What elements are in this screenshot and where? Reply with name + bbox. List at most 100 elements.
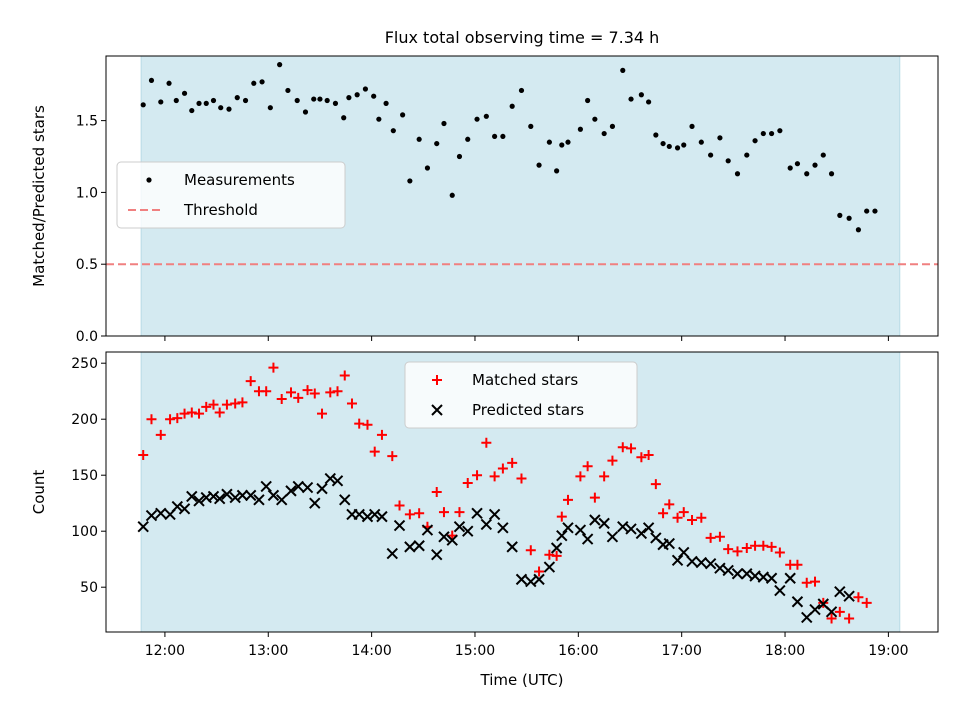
y-tick-label: 0.0 [76, 329, 98, 345]
matched-point [214, 407, 225, 418]
chart-title: Flux total observing time = 7.34 h [385, 28, 660, 47]
predicted-point [331, 475, 344, 487]
predicted-point [488, 508, 501, 521]
predicted-point [480, 518, 493, 531]
measurement-point [251, 80, 257, 86]
legend-label: Predicted stars [472, 401, 584, 419]
matched-point [599, 471, 610, 482]
matched-point [194, 408, 205, 419]
measurement-point [518, 87, 525, 94]
matched-point [732, 546, 743, 557]
measurement-point [341, 115, 347, 121]
matched-point [325, 387, 336, 398]
legend-label: Measurements [184, 171, 295, 189]
matched-point [853, 592, 864, 603]
measurement-point [158, 99, 164, 105]
predicted-point [497, 522, 509, 534]
predicted-point [253, 494, 265, 506]
measurement-point [794, 161, 801, 167]
measurement-point [674, 145, 681, 151]
matched-point [138, 450, 149, 461]
matched-point [507, 457, 518, 468]
measurement-point [585, 97, 591, 104]
measurement-point [812, 162, 818, 168]
measurement-point [474, 116, 480, 122]
predicted-point [784, 572, 796, 584]
legend-box [116, 161, 346, 229]
matched-point [723, 544, 734, 555]
measurement-point [376, 116, 382, 122]
y-tick-label: 50 [80, 580, 98, 596]
predicted-point [171, 500, 184, 513]
matched-point [525, 545, 536, 556]
matched-point [534, 566, 545, 577]
matched-point [672, 512, 683, 523]
predicted-point [369, 508, 381, 521]
y-tick-label: 1.0 [76, 185, 98, 201]
measurement-point [483, 113, 489, 119]
x-tick-label: 14:00 [351, 643, 391, 659]
predicted-point [421, 524, 434, 536]
legend-marker-matched [432, 375, 442, 385]
measurement-point [717, 135, 723, 141]
measurement-point [424, 165, 431, 171]
matched-point [317, 408, 328, 419]
measurement-point [234, 95, 240, 101]
measurement-point [181, 90, 188, 96]
predicted-point [309, 497, 321, 509]
predicted-point [260, 480, 272, 493]
predicted-point [285, 485, 297, 497]
measurement-point [681, 142, 687, 148]
matched-point [268, 362, 279, 373]
matched-point [826, 613, 837, 624]
measurement-point [638, 92, 644, 98]
matched-point [394, 500, 405, 511]
measurement-point [777, 128, 783, 134]
x-tick-label: 13:00 [248, 643, 288, 659]
measurement-point [646, 99, 652, 105]
measurement-point [294, 97, 300, 104]
measurement-point [383, 100, 389, 106]
predicted-point [193, 495, 205, 507]
matched-point [575, 471, 586, 482]
measurement-point [434, 140, 440, 147]
measurement-point [864, 208, 870, 214]
predicted-point [581, 533, 594, 545]
matched-point [551, 550, 562, 561]
matched-point [766, 541, 777, 552]
measurement-point [660, 140, 666, 147]
predicted-point [137, 521, 149, 533]
predicted-point [625, 523, 637, 535]
predicted-point [186, 490, 198, 503]
predicted-point [393, 519, 406, 532]
predicted-point [267, 489, 280, 502]
matched-point [687, 515, 698, 525]
legend-marker-measurements [146, 177, 152, 183]
measurement-point [267, 105, 273, 111]
matched-point [705, 532, 716, 543]
matched-point [462, 478, 473, 489]
matched-point [201, 401, 212, 412]
predicted-point [446, 534, 458, 546]
predicted-point [244, 489, 257, 502]
measurement-point [166, 80, 172, 86]
predicted-point [361, 510, 374, 523]
predicted-point [574, 524, 587, 536]
matched-point [497, 463, 508, 474]
matched-point [431, 487, 442, 497]
predicted-point [562, 522, 574, 534]
measurement-point [456, 153, 463, 160]
measurement-point [804, 171, 810, 177]
measurement-point [837, 212, 843, 218]
legend-box [404, 361, 638, 429]
matched-point [221, 399, 232, 410]
y-tick-label: 200 [71, 412, 98, 428]
measurement-point [302, 109, 309, 115]
matched-point [758, 540, 769, 551]
y-tick-label: 150 [71, 468, 98, 484]
measurement-point [196, 100, 202, 106]
series-dot [140, 62, 878, 233]
measurement-point [846, 215, 852, 221]
predicted-point [722, 564, 734, 577]
matched-point [562, 494, 573, 505]
